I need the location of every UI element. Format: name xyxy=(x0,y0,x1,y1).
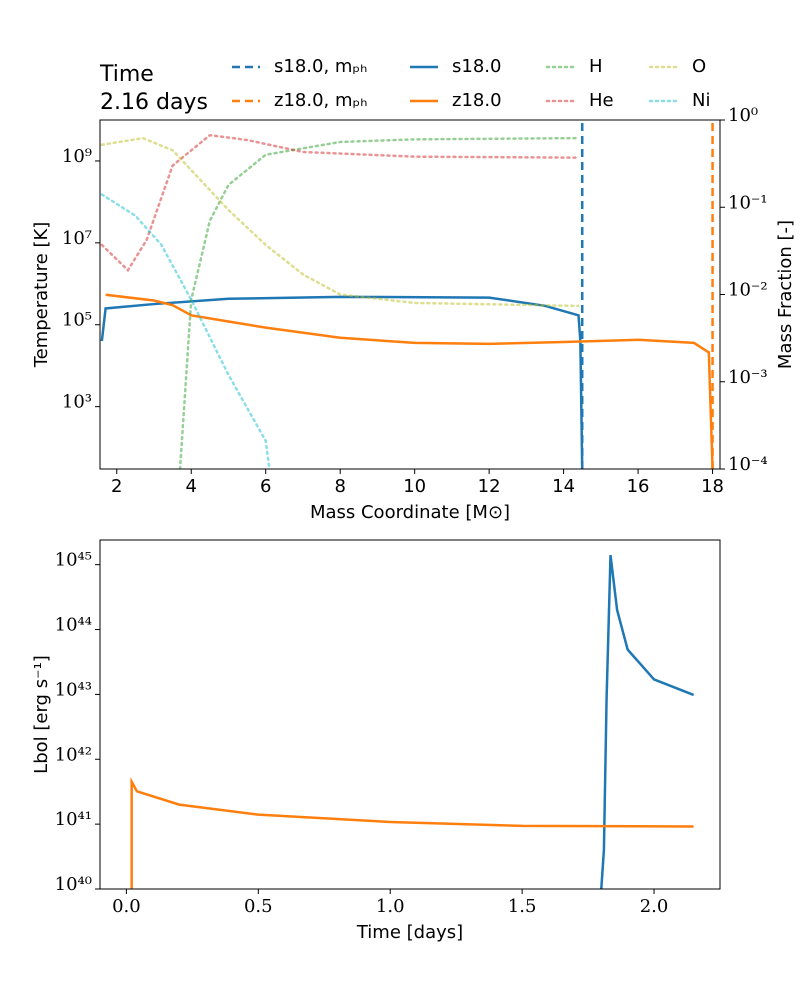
y-axis-label: Temperature [K] xyxy=(31,222,52,369)
y-axis-label: Lbol [erg s⁻¹] xyxy=(31,655,52,774)
y-tick-label: 10⁵ xyxy=(62,310,92,331)
legend-label: z18.0, mₚₕ xyxy=(274,90,368,111)
annotation: 2.16 days xyxy=(100,90,208,115)
x-tick-label: 10 xyxy=(403,476,426,497)
x-tick-label: 8 xyxy=(334,476,345,497)
y2-tick-label: 10⁻¹ xyxy=(728,192,768,213)
x-axis-label: Time [days] xyxy=(356,922,463,943)
legend-label: H xyxy=(589,56,603,77)
y-tick-label: 10³ xyxy=(62,392,92,413)
x-tick-label: 2 xyxy=(111,476,122,497)
y-tick-label: 10⁴⁴ xyxy=(55,615,92,636)
x-tick-label: 16 xyxy=(627,476,650,497)
y2-tick-label: 10⁻³ xyxy=(728,367,768,388)
plot-area xyxy=(130,555,695,889)
series-line xyxy=(130,776,694,889)
y2-axis-label: Mass Fraction [-] xyxy=(775,220,796,369)
y-tick-label: 10⁴² xyxy=(55,744,92,765)
y-tick-label: 10⁴⁵ xyxy=(55,550,92,571)
legend-label: He xyxy=(589,90,614,111)
x-tick-label: 0.0 xyxy=(112,896,141,917)
y2-tick-label: 10⁻² xyxy=(728,280,768,301)
legend-label: O xyxy=(692,56,706,77)
plot-frame xyxy=(99,539,721,890)
series-line xyxy=(600,555,695,889)
series-line xyxy=(100,193,271,469)
legend-label: s18.0, mₚₕ xyxy=(274,56,367,77)
x-tick-label: 14 xyxy=(552,476,575,497)
y2-tick-label: 10⁰ xyxy=(728,105,758,126)
y-tick-label: 10⁴⁰ xyxy=(55,874,92,895)
series-line xyxy=(100,136,580,308)
legend-label: s18.0 xyxy=(452,56,501,77)
plot-area xyxy=(100,120,714,469)
x-tick-label: 12 xyxy=(478,476,501,497)
x-tick-label: 6 xyxy=(260,476,271,497)
series-line xyxy=(100,133,580,273)
x-tick-label: 0.5 xyxy=(244,896,273,917)
x-axis-label: Mass Coordinate [M⊙] xyxy=(310,502,510,523)
x-tick-label: 1.5 xyxy=(508,896,537,917)
annotation: Time xyxy=(99,62,154,87)
x-tick-label: 4 xyxy=(186,476,197,497)
legend-label: z18.0 xyxy=(452,90,502,111)
y-tick-label: 10⁹ xyxy=(62,146,92,167)
series-line xyxy=(178,136,580,469)
y-tick-label: 10⁷ xyxy=(62,228,92,249)
series-line xyxy=(105,293,714,469)
series-line xyxy=(100,295,584,469)
x-tick-label: 18 xyxy=(701,476,724,497)
y2-tick-label: 10⁻⁴ xyxy=(728,454,768,475)
x-tick-label: 1.0 xyxy=(376,896,405,917)
legend-label: Ni xyxy=(692,90,710,111)
y-tick-label: 10⁴³ xyxy=(55,679,92,700)
y-tick-label: 10⁴¹ xyxy=(55,809,92,830)
x-tick-label: 2.0 xyxy=(640,896,669,917)
